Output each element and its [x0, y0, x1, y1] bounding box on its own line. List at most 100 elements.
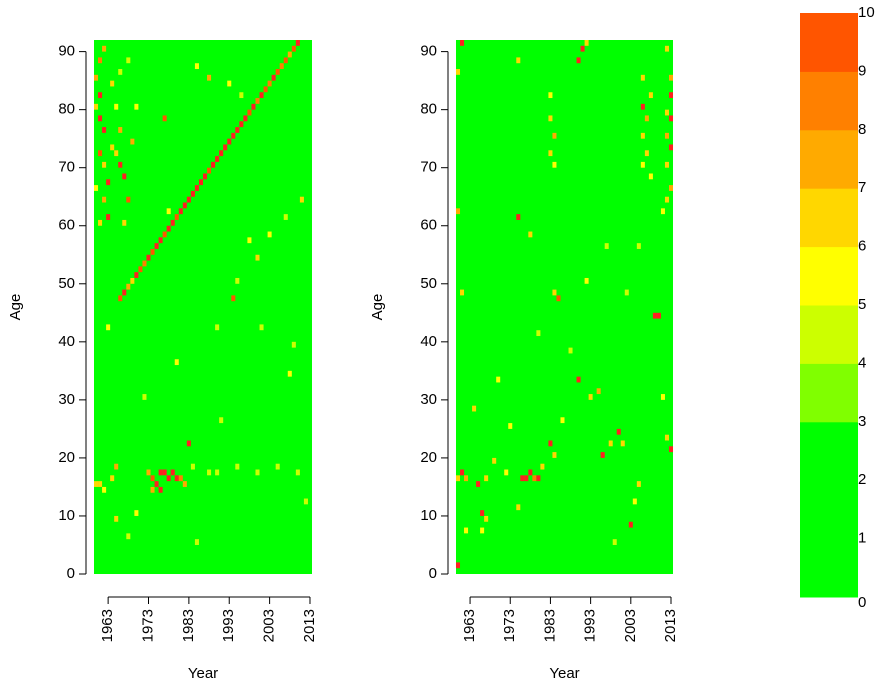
y-tick-label: 10	[58, 507, 75, 524]
heat-cell	[536, 475, 541, 482]
colorbar-label: 10	[858, 4, 875, 21]
x-tick-label: 1963	[99, 609, 116, 642]
colorbar-label: 0	[858, 594, 866, 611]
y-tick-label: 80	[58, 101, 75, 118]
heat-cell	[98, 115, 103, 122]
heat-cell	[142, 260, 147, 267]
x-tick-label: 1983	[541, 609, 558, 642]
heat-cell	[516, 214, 521, 220]
heat-cell	[243, 115, 248, 122]
heat-cell	[174, 214, 179, 220]
heat-cell	[255, 98, 260, 104]
heat-cell	[102, 45, 107, 52]
x-axis-label: Year	[549, 665, 579, 682]
heat-cell	[154, 243, 159, 249]
heat-cell	[303, 498, 308, 505]
y-tick-label: 60	[58, 217, 75, 234]
heat-cell	[548, 92, 553, 99]
colorbar-label: 4	[858, 354, 866, 371]
heat-cell	[162, 231, 167, 238]
heat-cell	[456, 69, 461, 75]
heat-cell	[239, 92, 244, 99]
x-axis-label: Year	[188, 665, 218, 682]
heat-cell	[480, 527, 485, 534]
heat-cell	[456, 562, 461, 569]
heat-cell	[114, 103, 119, 110]
colorbar-label: 3	[858, 413, 866, 430]
heat-cell	[620, 440, 625, 447]
heat-cell	[122, 173, 127, 180]
heat-cell	[275, 69, 280, 75]
heat-cell	[146, 469, 151, 476]
heat-cell	[524, 475, 529, 482]
heat-cell	[118, 295, 123, 302]
x-tick-label: 1983	[180, 609, 197, 642]
heat-cell	[664, 161, 669, 168]
heat-cell	[648, 173, 653, 180]
heat-cell	[640, 74, 645, 81]
heatmap-background	[456, 40, 673, 574]
colorbar-segment	[800, 538, 858, 598]
heat-cell	[540, 463, 545, 470]
heat-cell	[299, 196, 304, 203]
heat-cell	[536, 330, 541, 337]
heat-cell	[98, 57, 103, 64]
y-axis-label: Age	[7, 294, 24, 321]
heat-cell	[102, 127, 107, 133]
heat-cell	[170, 219, 175, 226]
heat-cell	[203, 173, 208, 180]
heat-cell	[251, 103, 256, 110]
heat-cell	[166, 475, 171, 482]
heat-cell	[668, 446, 673, 453]
heat-cell	[267, 80, 272, 87]
heat-cell	[516, 57, 521, 64]
heat-cell	[102, 196, 107, 203]
heat-cell	[154, 481, 159, 487]
heat-cell	[548, 150, 553, 157]
heat-cell	[584, 277, 589, 284]
x-tick-label: 2003	[622, 609, 639, 642]
heat-cell	[190, 190, 195, 197]
heat-cell	[456, 475, 461, 482]
heat-cell	[588, 394, 593, 400]
heat-cell	[178, 208, 183, 215]
heat-cell	[174, 359, 179, 366]
x-tick-label: 1963	[461, 609, 478, 642]
heat-cell	[158, 469, 163, 476]
heat-cell	[182, 481, 187, 487]
heat-cell	[170, 469, 175, 476]
x-tick-label: 1993	[582, 609, 599, 642]
heat-cell	[94, 74, 99, 81]
heat-cell	[150, 248, 155, 255]
heat-cell	[138, 266, 143, 273]
y-tick-label: 30	[58, 391, 75, 408]
y-tick-label: 0	[429, 565, 437, 582]
heat-cell	[283, 57, 288, 64]
heat-cell	[584, 40, 589, 46]
heat-cell	[198, 179, 203, 186]
heat-cell	[190, 463, 195, 470]
heat-cell	[664, 196, 669, 203]
heat-cell	[259, 324, 264, 331]
y-tick-label: 40	[58, 333, 75, 350]
heat-cell	[460, 469, 465, 476]
heat-cell	[98, 150, 103, 157]
colorbar-segment	[800, 71, 858, 131]
heat-cell	[632, 498, 637, 505]
heat-cell	[656, 312, 661, 319]
heat-cell	[660, 394, 665, 400]
heat-cell	[194, 539, 199, 545]
heat-cell	[668, 185, 673, 191]
heat-cell	[174, 475, 179, 482]
heat-cell	[98, 219, 103, 226]
heat-cell	[568, 347, 573, 354]
heat-cell	[636, 243, 641, 249]
heat-cell	[114, 515, 119, 522]
colorbar-label: 6	[858, 238, 866, 255]
colorbar-label: 2	[858, 471, 866, 488]
heat-cell	[295, 40, 300, 46]
heat-cell	[126, 196, 131, 203]
heat-cell	[628, 521, 633, 528]
heat-cell	[492, 457, 497, 464]
heat-cell	[576, 376, 581, 383]
